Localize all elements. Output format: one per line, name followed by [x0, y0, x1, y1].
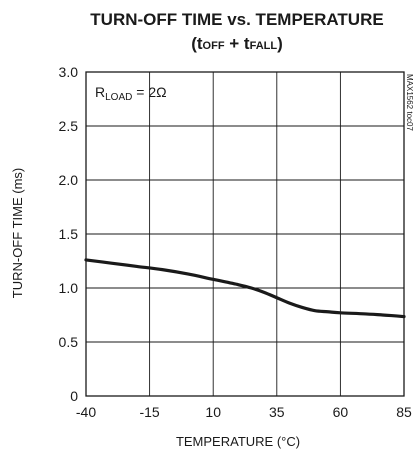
y-tick-label: 0 [70, 388, 78, 404]
annotation-prefix: R [95, 84, 105, 100]
annotation-sub: LOAD [105, 92, 132, 103]
annotation-suffix: = 2Ω [132, 84, 166, 100]
tick-labels: -40 -15 10 35 60 85 0 0.5 1.0 1.5 2.0 2.5 3.0 [59, 64, 412, 420]
chart-subtitle: (tOFF + tFALL) [191, 34, 283, 53]
figure-code: MAX1562 toc07 [405, 74, 414, 131]
x-tick-label: -40 [76, 404, 96, 420]
y-tick-label: 1.0 [59, 280, 79, 296]
subtitle-open: (t [191, 34, 203, 53]
x-tick-label: 60 [333, 404, 349, 420]
y-axis-label: TURN-OFF TIME (ms) [10, 168, 25, 298]
subtitle-close: ) [277, 34, 283, 53]
y-tick-label: 1.5 [59, 226, 79, 242]
grid [86, 72, 404, 396]
plot-frame [85, 71, 405, 397]
load-annotation: RLOAD = 2Ω [95, 84, 167, 103]
y-tick-label: 0.5 [59, 334, 79, 350]
x-tick-label: 10 [205, 404, 221, 420]
chart-title: TURN-OFF TIME vs. TEMPERATURE [90, 10, 383, 29]
y-tick-label: 2.0 [59, 172, 79, 188]
x-axis-label: TEMPERATURE (°C) [176, 434, 300, 449]
subtitle-plus: + t [225, 34, 250, 53]
x-tick-label: 35 [269, 404, 285, 420]
series-line [84, 258, 406, 319]
subtitle-sub-off: OFF [203, 40, 225, 52]
y-tick-label: 2.5 [59, 118, 79, 134]
subtitle-sub-fall: FALL [250, 40, 278, 52]
x-tick-label: 85 [396, 404, 412, 420]
y-tick-label: 3.0 [59, 64, 79, 80]
x-tick-label: -15 [139, 404, 159, 420]
